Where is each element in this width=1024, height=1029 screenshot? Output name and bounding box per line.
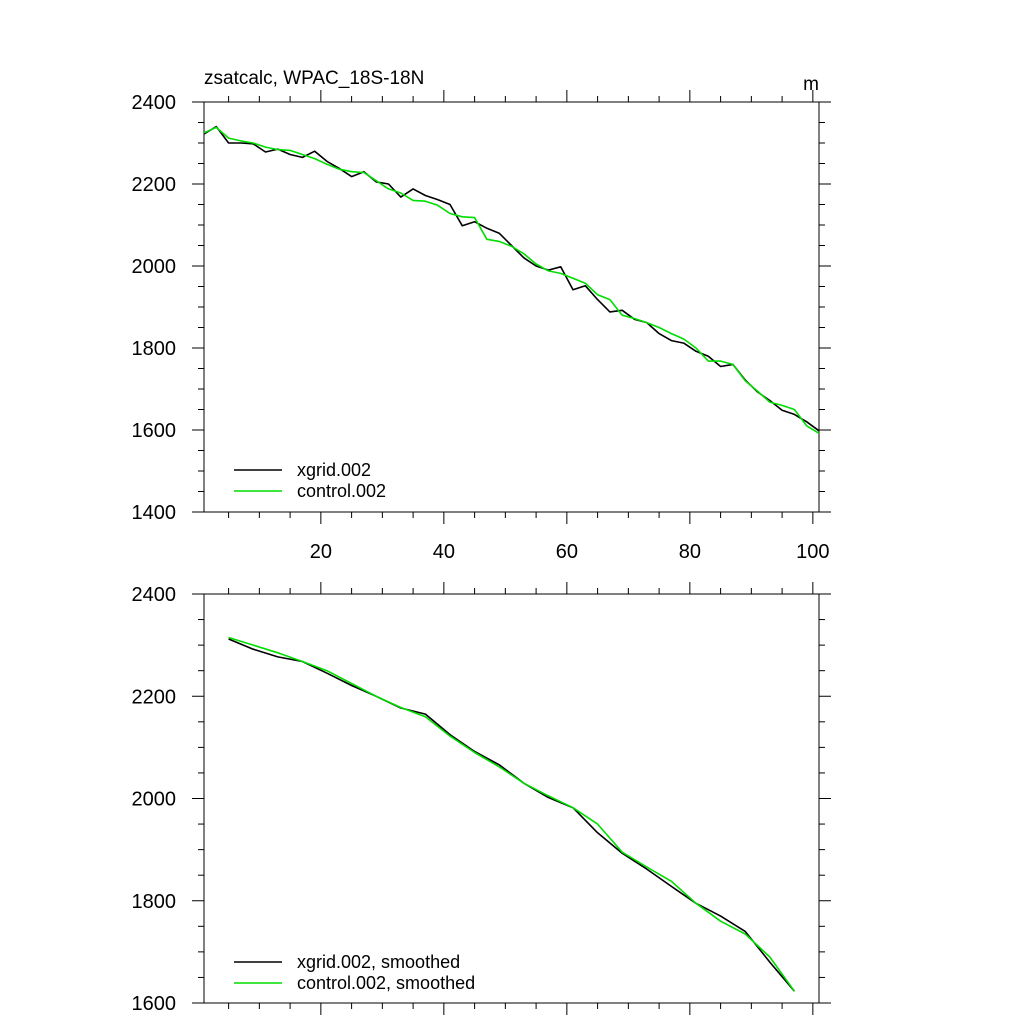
y-tick-label: 1800 (132, 891, 177, 913)
legend-label-1: xgrid.002 (297, 460, 371, 480)
x-tick-label: 80 (679, 541, 701, 563)
legend-label-2: control.002 (297, 481, 386, 501)
panel-1: 1400 1600 1800 2000 2200 2400 20 40 60 80 100 zsatc… (132, 68, 831, 563)
x-tick-label: 40 (433, 541, 455, 563)
y-tick-label: 2000 (132, 256, 177, 278)
y-tick-label: 1600 (132, 420, 177, 442)
x-tick-label: 100 (796, 541, 829, 563)
x-tick-label: 60 (556, 541, 578, 563)
series-line-2 (203, 126, 820, 434)
series-line-2 (228, 636, 796, 992)
y-tick-label: 2200 (132, 174, 177, 196)
units-label: m (803, 74, 819, 95)
legend-label-2: control.002, smoothed (297, 973, 475, 993)
series-line-1 (228, 638, 796, 992)
y-tick-label: 2000 (132, 789, 177, 811)
plot-frame (203, 593, 820, 1004)
y-tick-label: 2400 (132, 584, 177, 606)
chart-title: zsatcalc, WPAC_18S-18N (204, 68, 424, 89)
y-tick-label: 1800 (132, 338, 177, 360)
y-tick-label: 2200 (132, 686, 177, 708)
y-tick-label: 1600 (132, 993, 177, 1015)
plot-frame (203, 101, 820, 513)
series-line-1 (203, 125, 820, 432)
panel-2: 1600 1800 2000 2200 2400 xgrid.002, smoothedc… (132, 582, 831, 1015)
x-tick-label: 20 (310, 541, 332, 563)
legend-label-1: xgrid.002, smoothed (297, 952, 460, 972)
y-tick-label: 1400 (132, 502, 177, 524)
y-tick-label: 2400 (132, 92, 177, 114)
